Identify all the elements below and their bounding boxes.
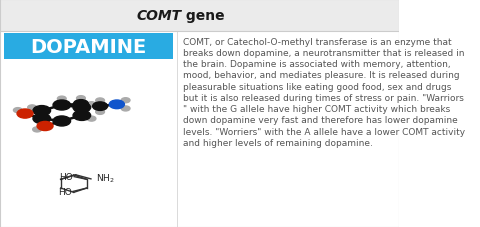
Circle shape <box>28 105 36 110</box>
Circle shape <box>96 110 105 115</box>
Circle shape <box>96 99 105 104</box>
Text: DOPAMINE: DOPAMINE <box>31 38 147 57</box>
Circle shape <box>37 122 53 131</box>
Text: HO: HO <box>59 188 72 197</box>
FancyBboxPatch shape <box>4 34 173 60</box>
Circle shape <box>121 98 130 103</box>
Circle shape <box>121 106 130 111</box>
Text: COMT, or Catechol-O-methyl transferase is an enzyme that
breaks down dopamine, a: COMT, or Catechol-O-methyl transferase i… <box>183 37 466 147</box>
Circle shape <box>13 108 22 113</box>
Circle shape <box>77 96 85 101</box>
Circle shape <box>77 108 85 113</box>
Circle shape <box>109 101 124 109</box>
Circle shape <box>93 102 108 111</box>
Circle shape <box>33 114 50 124</box>
Circle shape <box>58 97 66 102</box>
Circle shape <box>87 117 96 122</box>
Text: gene: gene <box>181 9 225 23</box>
Circle shape <box>87 102 96 107</box>
Circle shape <box>33 127 41 132</box>
Circle shape <box>73 103 91 113</box>
Circle shape <box>53 101 71 111</box>
Circle shape <box>53 116 71 126</box>
Text: NH$_2$: NH$_2$ <box>96 172 114 185</box>
FancyBboxPatch shape <box>0 0 399 32</box>
Circle shape <box>73 100 88 109</box>
Text: HO: HO <box>60 172 73 181</box>
Circle shape <box>73 111 91 121</box>
Circle shape <box>17 109 33 118</box>
Circle shape <box>33 106 50 116</box>
Text: COMT: COMT <box>136 9 181 23</box>
